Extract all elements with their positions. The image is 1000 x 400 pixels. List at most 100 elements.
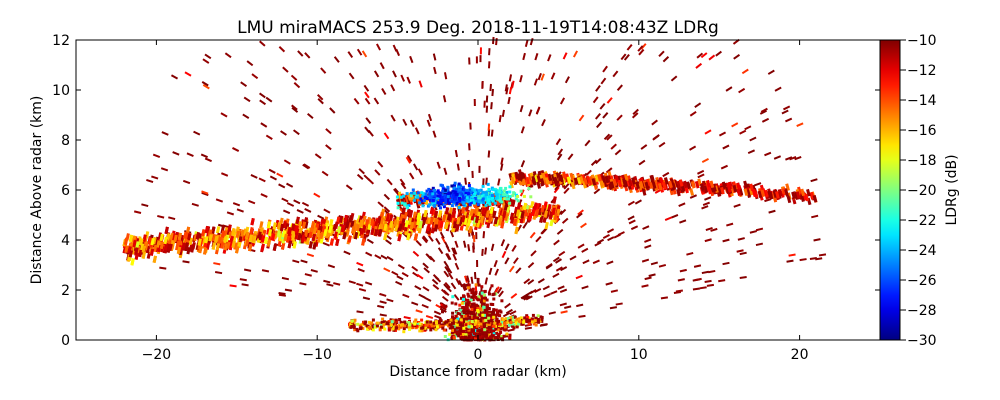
radar-gate	[616, 84, 623, 91]
radar-gate	[123, 237, 129, 246]
radar-gate	[423, 267, 430, 274]
radar-gate	[421, 204, 425, 208]
radar-gate	[297, 50, 304, 57]
radar-gate	[606, 228, 615, 234]
radar-gate	[520, 160, 526, 168]
radar-gate	[550, 290, 558, 295]
radar-gate	[493, 216, 499, 225]
radar-gate	[176, 246, 182, 255]
radar-gate	[358, 168, 365, 175]
radar-gate	[749, 230, 757, 234]
radar-gate	[464, 177, 468, 185]
radar-gate	[390, 84, 396, 92]
radar-gate	[441, 310, 444, 314]
radar-gate	[409, 221, 415, 230]
radar-gate	[581, 285, 589, 290]
radar-gate	[489, 83, 492, 92]
radar-gate	[512, 218, 518, 226]
radar-gate	[590, 159, 598, 166]
radar-gate	[381, 317, 385, 321]
radar-gate	[474, 334, 478, 338]
radar-gate	[492, 310, 495, 314]
radar-gate	[316, 229, 321, 238]
y-tick-label: 10	[52, 83, 70, 99]
radar-gate	[314, 153, 322, 159]
radar-gate	[703, 185, 708, 193]
radar-gate	[420, 191, 424, 195]
radar-gate	[375, 321, 379, 325]
radar-gate	[607, 182, 613, 191]
radar-gate	[204, 53, 212, 60]
radar-gate	[810, 178, 818, 183]
radar-gate	[263, 236, 269, 245]
radar-gate	[484, 309, 488, 312]
radar-gate	[679, 268, 687, 273]
radar-gate	[423, 195, 427, 199]
radar-gate	[671, 214, 679, 219]
radar-gate	[749, 136, 757, 142]
radar-gate	[491, 88, 495, 97]
radar-gate	[425, 315, 434, 319]
radar-gate	[471, 191, 475, 195]
radar-gate	[559, 174, 564, 183]
radar-gate	[609, 306, 618, 310]
radar-gate	[443, 335, 447, 338]
radar-gate	[543, 210, 548, 218]
radar-gate	[577, 209, 584, 216]
radar-gate	[182, 260, 190, 264]
radar-gate	[451, 315, 454, 319]
radar-gate	[482, 231, 486, 239]
radar-gate	[733, 203, 741, 208]
radar-gate	[461, 187, 465, 191]
radar-gate	[510, 216, 515, 224]
radar-gate	[159, 233, 164, 242]
radar-gate	[694, 180, 700, 189]
radar-gate	[170, 74, 179, 80]
radar-gate	[293, 82, 301, 89]
y-tick-label: 8	[61, 133, 70, 149]
radar-gate	[616, 114, 623, 121]
radar-gate	[522, 320, 526, 324]
radar-gate	[460, 301, 464, 305]
radar-gate	[407, 204, 411, 207]
radar-gate	[733, 53, 741, 60]
radar-gate	[483, 100, 486, 108]
radar-gate	[500, 239, 506, 247]
radar-gate	[494, 196, 498, 200]
radar-gate	[478, 333, 482, 337]
radar-gate	[411, 301, 419, 306]
radar-gate	[592, 96, 599, 104]
radar-gate	[492, 292, 496, 296]
radar-gate	[483, 289, 487, 293]
radar-gate	[489, 198, 493, 202]
radar-gate	[200, 153, 209, 159]
radar-gate	[409, 194, 413, 198]
radar-gate	[670, 75, 678, 82]
radar-gate	[519, 189, 525, 197]
radar-gate	[528, 109, 533, 117]
radar-gate	[290, 223, 296, 231]
radar-gate	[473, 272, 477, 280]
radar-gate	[400, 74, 406, 82]
radar-gate	[520, 126, 525, 134]
radar-gate	[395, 280, 403, 286]
radar-gate	[397, 233, 402, 242]
radar-gate	[799, 258, 807, 262]
radar-gate	[431, 186, 435, 190]
radar-gate	[351, 226, 356, 234]
radar-gate	[784, 189, 789, 197]
radar-gate	[202, 84, 210, 90]
radar-gate	[527, 262, 535, 269]
radar-gate	[383, 223, 388, 232]
radar-gate	[454, 149, 459, 158]
radar-gate	[460, 314, 464, 318]
radar-gate	[374, 169, 381, 176]
radar-gate	[524, 39, 529, 48]
radar-gate	[627, 178, 633, 187]
radar-gate	[497, 198, 501, 202]
radar-gate	[152, 255, 157, 264]
radar-gate	[539, 215, 544, 223]
radar-gate	[487, 215, 493, 223]
radar-gate	[487, 61, 491, 69]
radar-gate	[461, 214, 466, 223]
